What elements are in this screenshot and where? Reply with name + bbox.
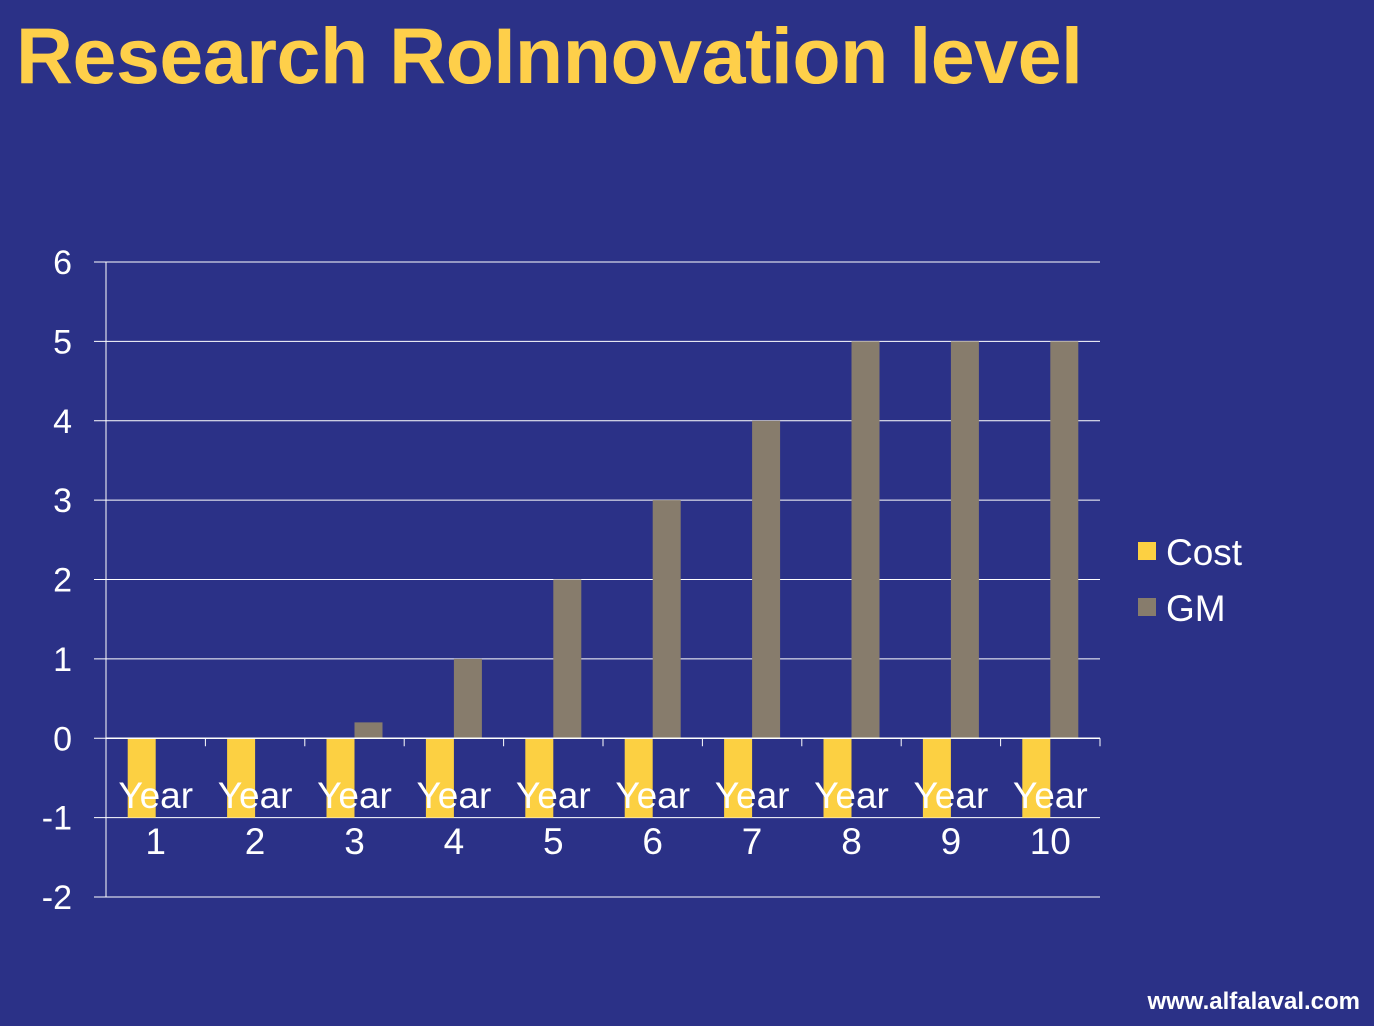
y-tick-label: 2	[53, 562, 72, 600]
bar-cost	[823, 738, 852, 818]
x-category-label: Year	[417, 775, 492, 816]
axis-labels: 6543210-1-2Year1Year2Year3Year4Year5Year…	[42, 244, 1088, 917]
bar-gm	[553, 579, 582, 739]
bar-gm	[752, 420, 781, 739]
x-category-label: 4	[444, 821, 465, 862]
legend: Cost GM	[1138, 532, 1243, 629]
legend-label-gm: GM	[1166, 588, 1226, 629]
bar-cost	[624, 738, 653, 818]
bar-cost	[425, 738, 454, 818]
x-category-label: Year	[516, 775, 591, 816]
axes	[94, 261, 1101, 898]
bar-gm	[354, 722, 383, 739]
y-tick-label: -1	[42, 800, 72, 838]
x-category-label: 10	[1030, 821, 1071, 862]
bar-cost	[922, 738, 951, 818]
x-category-label: Year	[814, 775, 889, 816]
legend-label-cost: Cost	[1166, 532, 1243, 573]
x-category-label: Year	[118, 775, 193, 816]
bar-cost	[1022, 738, 1051, 818]
bar-gm	[453, 658, 482, 739]
y-tick-label: 0	[53, 720, 72, 758]
bar-cost	[724, 738, 753, 818]
x-category-label: 3	[344, 821, 365, 862]
y-tick-label: 3	[53, 482, 72, 520]
chart-title: Research RoInnovation level	[16, 11, 1083, 100]
x-category-label: 1	[145, 821, 166, 862]
bar-gm	[652, 500, 681, 739]
bar-cost	[227, 738, 256, 818]
bars	[127, 341, 1079, 818]
y-tick-label: -2	[42, 879, 72, 917]
y-tick-label: 1	[53, 641, 72, 679]
bar-cost	[326, 738, 355, 818]
x-category-label: Year	[317, 775, 392, 816]
y-tick-label: 6	[53, 244, 72, 282]
x-category-label: Year	[914, 775, 989, 816]
legend-swatch-gm	[1138, 598, 1156, 616]
bar-cost	[525, 738, 554, 818]
x-category-label: Year	[1013, 775, 1088, 816]
legend-swatch-cost	[1138, 542, 1156, 560]
x-category-label: 8	[841, 821, 862, 862]
x-category-label: 6	[642, 821, 663, 862]
y-tick-label: 4	[53, 403, 72, 441]
x-category-label: Year	[218, 775, 293, 816]
x-category-label: 7	[742, 821, 763, 862]
website-footer: www.alfalaval.com	[1147, 988, 1360, 1015]
x-category-label: 5	[543, 821, 564, 862]
y-tick-label: 5	[53, 323, 72, 361]
x-category-label: Year	[715, 775, 790, 816]
bar-gm	[851, 341, 880, 739]
bar-gm	[950, 341, 979, 739]
x-category-label: 2	[245, 821, 266, 862]
x-category-label: 9	[941, 821, 962, 862]
bar-gm	[1050, 341, 1079, 739]
bar-cost	[127, 738, 156, 818]
x-category-label: Year	[615, 775, 690, 816]
